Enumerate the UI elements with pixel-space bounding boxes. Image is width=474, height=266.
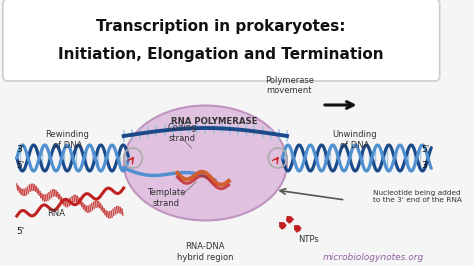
Text: NTPs: NTPs (298, 235, 319, 244)
Text: microbiologynotes.org: microbiologynotes.org (323, 253, 424, 263)
Text: 3': 3' (421, 160, 430, 169)
Text: Transcription in prokaryotes:: Transcription in prokaryotes: (97, 19, 346, 35)
Text: RNA-DNA
hybrid region: RNA-DNA hybrid region (177, 242, 234, 262)
Text: Rewinding
of DNA: Rewinding of DNA (46, 130, 89, 150)
Text: 5': 5' (17, 160, 25, 169)
Text: Coding
strand: Coding strand (167, 123, 197, 143)
Text: RNA POLYMERASE: RNA POLYMERASE (172, 117, 258, 126)
Text: Polymerase
movement: Polymerase movement (265, 76, 314, 95)
Text: 5': 5' (421, 146, 430, 155)
Text: RNA: RNA (47, 209, 65, 218)
Text: Initiation, Elongation and Termination: Initiation, Elongation and Termination (58, 47, 384, 61)
Text: 3': 3' (17, 146, 25, 155)
Text: 5': 5' (17, 227, 25, 236)
Ellipse shape (124, 106, 287, 221)
Text: Nucleotide being added
to the 3' end of the RNA: Nucleotide being added to the 3' end of … (374, 190, 462, 203)
FancyBboxPatch shape (3, 0, 440, 81)
Text: Unwinding
of DNA: Unwinding of DNA (332, 130, 377, 150)
Text: Template
strand: Template strand (147, 188, 185, 208)
